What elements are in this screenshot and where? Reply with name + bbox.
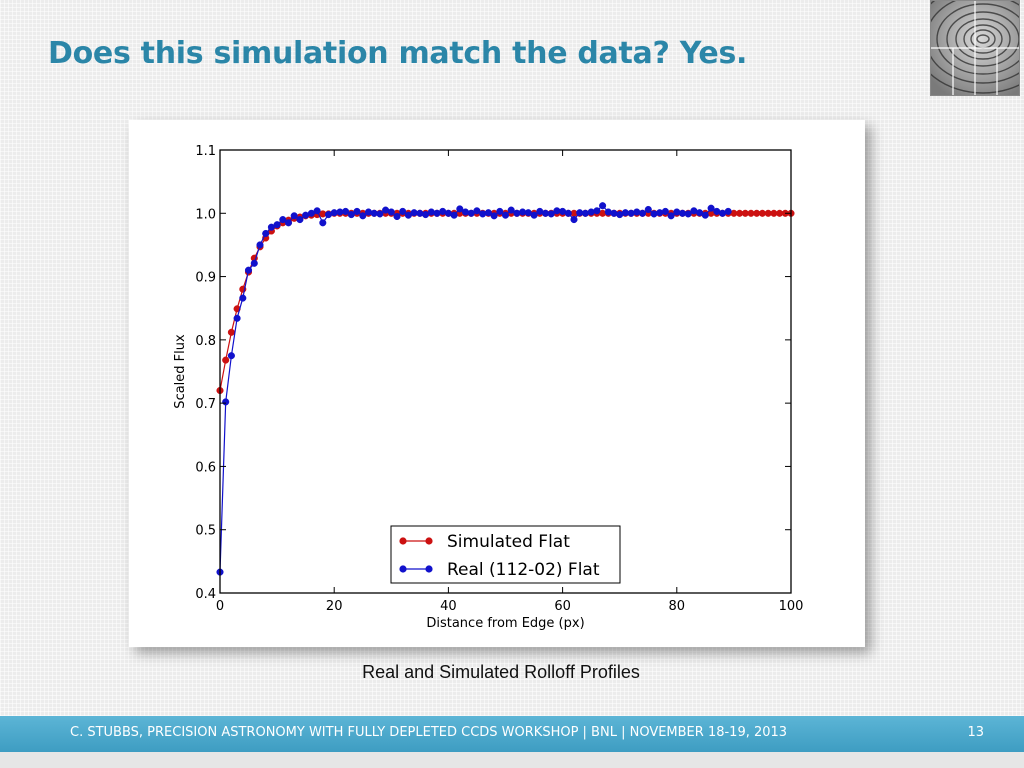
x-tick-label: 60 [554, 599, 571, 614]
chart-caption: Real and Simulated Rolloff Profiles [362, 662, 640, 682]
data-point [684, 210, 692, 218]
data-point [250, 259, 258, 267]
data-point [359, 212, 367, 220]
data-point [233, 314, 241, 322]
data-point [399, 207, 407, 215]
x-axis-label: Distance from Edge (px) [426, 616, 584, 631]
data-point [638, 209, 647, 217]
data-point [347, 211, 355, 219]
x-tick-label: 80 [669, 599, 686, 614]
data-point [222, 356, 230, 364]
data-point [707, 204, 715, 212]
series-line [219, 212, 791, 391]
data-point [667, 212, 675, 220]
data-point [661, 207, 669, 215]
data-point [393, 212, 401, 221]
data-point [227, 352, 235, 360]
x-tick-label: 100 [779, 599, 804, 614]
rolloff-chart: 0 20 40 60 80 100 0.4 0.5 0.6 0.7 0.8 0.9 1.0 1.1 Dist… [173, 144, 804, 631]
data-point [564, 209, 572, 217]
x-tick-label: 0 [216, 599, 224, 614]
legend-label: Real (112-02) Flat [447, 560, 600, 580]
footer-text: C. STUBBS, PRECISION ASTRONOMY WITH FULL… [70, 725, 788, 740]
data-point [581, 209, 589, 217]
data-point [256, 241, 264, 249]
data-point [570, 216, 578, 224]
data-point [319, 219, 327, 227]
y-tick-label: 0.4 [195, 587, 216, 602]
data-point [530, 211, 538, 219]
data-point [222, 398, 230, 406]
y-tick-label: 1.1 [195, 144, 216, 159]
data-point [450, 211, 458, 219]
data-point [239, 294, 247, 302]
legend: Simulated Flat Real (112-02) Flat [390, 525, 621, 584]
y-tick-label: 0.7 [195, 397, 216, 412]
data-point [490, 212, 498, 220]
data-point [479, 210, 487, 218]
slide-title: Does this simulation match the data? Yes… [48, 36, 748, 71]
data-point [273, 221, 281, 229]
data-point [387, 208, 395, 216]
x-tick-label: 40 [440, 599, 457, 614]
y-tick-label: 0.8 [195, 334, 216, 349]
data-point [599, 202, 607, 210]
legend-box [390, 525, 621, 584]
data-point [290, 212, 298, 220]
y-tick-label: 1.0 [195, 207, 216, 222]
data-point [496, 207, 504, 215]
data-point [244, 266, 253, 274]
legend-marker [399, 537, 407, 545]
data-point [547, 210, 555, 218]
data-point [724, 207, 732, 215]
series-1 [216, 202, 732, 576]
page-number: 13 [967, 725, 984, 740]
data-point [296, 216, 304, 224]
data-point [227, 328, 235, 336]
data-point [376, 210, 384, 218]
data-point [262, 229, 270, 238]
legend-marker [425, 565, 433, 573]
legend-marker [399, 565, 407, 573]
data-point [507, 206, 515, 214]
data-point [484, 209, 492, 217]
chart-frame: 0 20 40 60 80 100 0.4 0.5 0.6 0.7 0.8 0.9 1.0 1.1 Dist… [129, 120, 865, 647]
legend-label: Simulated Flat [447, 532, 570, 552]
legend-marker [425, 537, 433, 545]
data-point [501, 211, 510, 219]
data-point [342, 207, 350, 215]
plot-frame [219, 149, 792, 594]
data-point [353, 207, 361, 215]
series-line [219, 204, 729, 573]
series-0 [216, 209, 795, 395]
y-axis-label: Scaled Flux [173, 334, 188, 409]
footer-strip [0, 752, 1024, 768]
y-tick-label: 0.5 [195, 524, 216, 539]
data-point [284, 219, 293, 227]
footer-bar: C. STUBBS, PRECISION ASTRONOMY WITH FULL… [0, 716, 1024, 752]
y-tick-label: 0.6 [195, 460, 216, 475]
data-point [587, 208, 595, 216]
data-point [644, 205, 652, 214]
x-tick-label: 20 [326, 599, 343, 614]
workshop-logo-image [913, 0, 1024, 96]
data-point [456, 205, 464, 213]
data-point [593, 207, 601, 215]
interference-pattern-icon [913, 0, 1024, 95]
data-point [650, 210, 658, 218]
y-tick-label: 0.9 [195, 271, 216, 286]
data-point [313, 207, 321, 215]
data-point [279, 216, 287, 224]
data-point [473, 207, 481, 215]
data-point [701, 211, 709, 219]
